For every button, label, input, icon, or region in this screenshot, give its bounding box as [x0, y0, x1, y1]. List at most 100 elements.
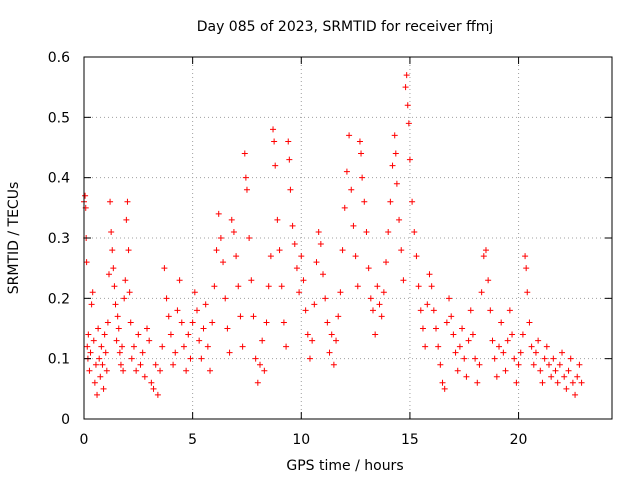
data-point: [130, 343, 137, 350]
data-point: [452, 349, 459, 356]
data-point: [572, 391, 579, 398]
data-point: [110, 265, 117, 272]
data-point: [556, 361, 563, 368]
data-point: [230, 228, 237, 235]
data-point: [272, 162, 279, 169]
data-point: [102, 349, 109, 356]
data-point: [211, 283, 218, 290]
data-point: [517, 349, 524, 356]
data-point: [550, 355, 557, 362]
data-point: [417, 307, 424, 314]
y-tick-label: 0.1: [48, 352, 70, 368]
data-point: [154, 391, 161, 398]
data-point: [539, 379, 546, 386]
data-point: [180, 343, 187, 350]
data-point: [198, 355, 205, 362]
data-point: [391, 132, 398, 139]
data-point: [92, 361, 99, 368]
data-point: [291, 241, 298, 248]
data-point: [115, 325, 122, 332]
data-point: [267, 253, 274, 260]
x-tick-label: 20: [510, 432, 528, 448]
data-point: [107, 198, 114, 205]
data-point: [545, 361, 552, 368]
data-point: [298, 253, 305, 260]
data-point: [387, 198, 394, 205]
data-point: [372, 331, 379, 338]
data-point: [400, 277, 407, 284]
data-point: [561, 373, 568, 380]
data-point: [341, 204, 348, 211]
data-point: [185, 331, 192, 338]
data-point: [498, 319, 505, 326]
data-point: [365, 265, 372, 272]
data-point: [248, 277, 255, 284]
data-point: [437, 361, 444, 368]
data-point: [116, 349, 123, 356]
data-point: [257, 361, 263, 368]
data-point: [306, 355, 313, 362]
data-point: [263, 319, 270, 326]
data-point: [361, 198, 368, 205]
data-point: [123, 216, 130, 223]
data-point: [506, 307, 513, 314]
data-point: [217, 235, 224, 241]
data-point: [450, 331, 457, 338]
data-point: [293, 265, 300, 272]
data-point: [159, 343, 166, 350]
data-point: [148, 379, 155, 386]
data-point: [554, 379, 561, 386]
data-point: [403, 72, 410, 79]
grid-layer: [84, 57, 612, 419]
data-point: [567, 355, 574, 362]
data-point: [465, 337, 472, 344]
data-point: [333, 337, 340, 344]
data-point: [537, 367, 544, 374]
data-point: [313, 259, 320, 266]
data-point: [330, 361, 337, 368]
data-point: [87, 349, 94, 356]
y-tick-label: 0.4: [48, 171, 70, 187]
data-point: [183, 367, 190, 374]
data-point: [121, 295, 128, 302]
data-point: [141, 373, 148, 380]
data-point: [459, 325, 466, 332]
data-point: [300, 277, 307, 284]
data-point: [433, 325, 439, 332]
data-point: [491, 355, 498, 362]
data-point: [406, 156, 413, 163]
data-point: [322, 295, 329, 302]
y-tick-label: 0: [61, 412, 70, 428]
data-point: [105, 271, 112, 278]
data-point: [392, 150, 399, 157]
data-point: [396, 216, 403, 223]
data-point: [222, 295, 229, 302]
data-point: [530, 361, 537, 368]
data-point: [100, 385, 107, 392]
data-point: [443, 319, 450, 326]
y-tick-label: 0.6: [48, 50, 70, 66]
data-point: [228, 216, 235, 223]
x-tick-label: 0: [80, 432, 89, 448]
data-point: [500, 349, 507, 356]
data-point: [280, 319, 287, 326]
y-tick-label: 0.2: [48, 291, 70, 307]
data-point: [125, 247, 132, 254]
data-point: [286, 156, 293, 163]
data-point: [304, 331, 311, 338]
data-point: [476, 361, 483, 368]
x-tick-label: 15: [401, 432, 419, 448]
data-point: [101, 331, 108, 338]
data-point: [86, 367, 93, 374]
data-point: [339, 247, 346, 254]
data-point: [328, 331, 335, 338]
data-point: [215, 210, 222, 217]
data-point: [509, 331, 516, 338]
data-point: [461, 355, 468, 362]
data-point: [196, 337, 203, 344]
data-point: [296, 289, 303, 296]
data-point: [237, 313, 244, 320]
data-point: [346, 132, 353, 139]
data-point: [250, 313, 257, 320]
data-point: [246, 235, 253, 241]
